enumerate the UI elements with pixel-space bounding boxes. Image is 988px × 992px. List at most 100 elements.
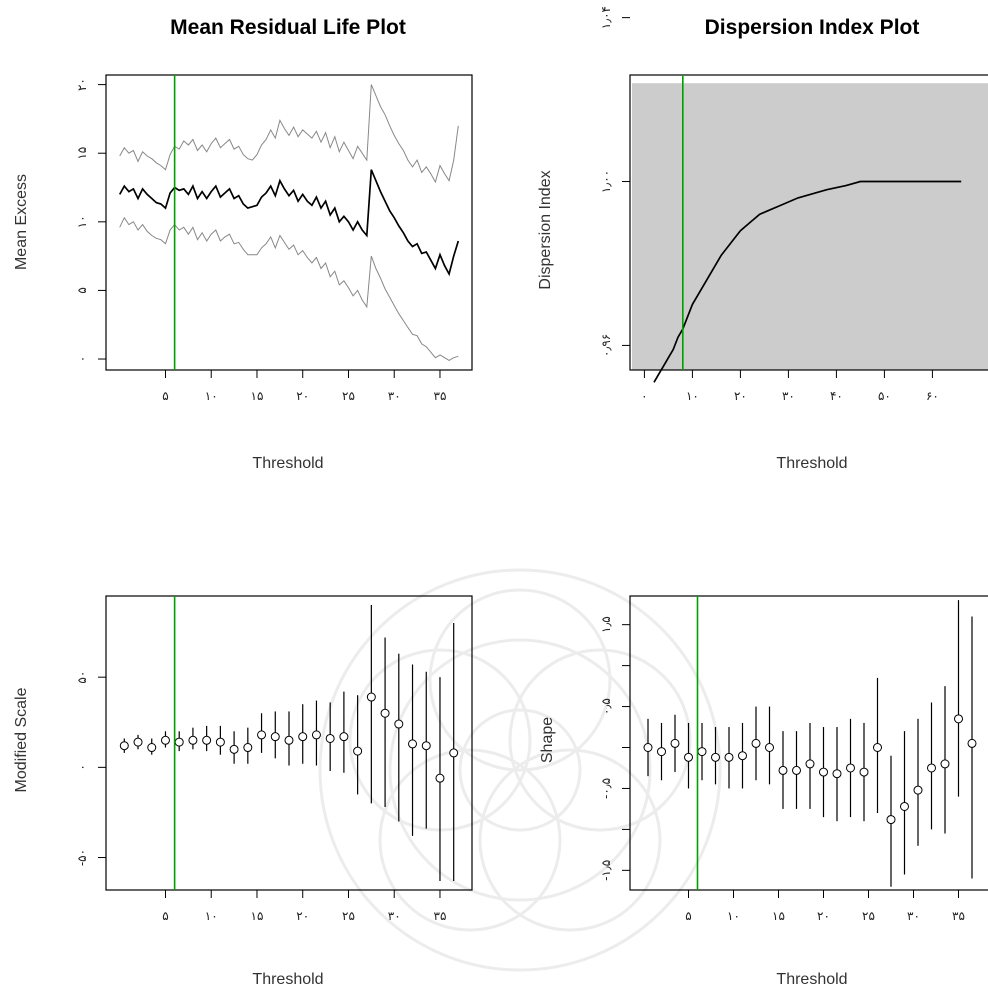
estimate-point — [684, 752, 693, 762]
plot-area: ۵ ۱۰ ۱۵ ۲۰ ۲۵ ۳۰ ۳۵ ۰ ۵ ۱۰ ۱۵ ۲۰ — [75, 74, 473, 403]
estimate-point — [724, 752, 734, 762]
x-tick-label: ۳۵ — [434, 389, 447, 403]
estimate-point — [408, 739, 418, 749]
estimate-point — [366, 692, 376, 702]
x-tick-label: ۶۰ — [926, 389, 939, 403]
estimate-point — [298, 732, 308, 742]
plot-frame — [105, 595, 473, 891]
x-tick-label: ۲۰ — [734, 389, 747, 403]
estimate-point — [913, 785, 923, 795]
plot-frame — [629, 74, 988, 371]
y-tick-label: ۵ — [75, 287, 89, 293]
estimate-point — [202, 735, 212, 745]
y-tick-label: ۱۰ — [75, 215, 89, 228]
estimate-point — [657, 747, 666, 757]
x-tick-label: ۱۵ — [772, 909, 785, 923]
estimate-point — [311, 730, 321, 740]
plot-area: ۵ ۱۰ ۱۵ ۲۰ ۲۵ ۳۰ ۳۵ -۱٫۵ -۰٫۵ ۰٫۵ ۱٫۵ — [599, 595, 988, 923]
x-tick-label: ۲۵ — [342, 909, 355, 923]
chart-title: Dispersion Index Plot — [705, 16, 920, 39]
estimate-point — [873, 743, 882, 753]
estimate-point — [846, 763, 855, 773]
panel-modified-scale: ۵ ۱۰ ۱۵ ۲۰ ۲۵ ۳۰ ۳۵ -۵۰ ۰ ۵۰ Threshold Modified S… — [13, 595, 473, 988]
y-tick-label: ۰٫۵ — [599, 698, 613, 715]
y-axis-label: Dispersion Index — [537, 170, 554, 289]
estimate-point — [421, 741, 431, 751]
x-tick-label: ۵۰ — [878, 389, 891, 403]
x-tick-label: ۱۵ — [251, 389, 264, 403]
y-tick-label: ۰٫۹۶ — [599, 334, 613, 357]
series-line-upper-ci — [119, 84, 459, 184]
x-tick-label: ۵ — [162, 909, 168, 923]
estimate-point — [967, 738, 977, 748]
y-tick-label: -۰٫۵ — [599, 778, 613, 799]
y-tick-label: ۱٫۰۰ — [599, 170, 613, 193]
series-line-lower-ci — [119, 216, 459, 361]
estimate-point — [778, 765, 788, 775]
y-tick-label: ۱۵ — [75, 147, 89, 160]
y-axis-label: Shape — [539, 717, 556, 763]
x-tick-label: ۳۵ — [434, 909, 447, 923]
x-tick-label: ۴۰ — [830, 389, 843, 403]
x-tick-label: ۰ — [641, 389, 647, 403]
estimate-point — [119, 741, 129, 751]
x-tick-label: ۲۰ — [817, 909, 830, 923]
x-axis-label: Threshold — [252, 455, 323, 472]
estimate-point — [751, 738, 761, 748]
y-axis-label: Modified Scale — [13, 687, 30, 792]
x-tick-label: ۳۵ — [952, 909, 965, 923]
series-line-mean-excess — [118, 169, 460, 277]
x-tick-label: ۲۵ — [342, 389, 355, 403]
estimate-point — [284, 735, 294, 745]
y-tick-label: ۰ — [75, 356, 89, 362]
panel-dispersion-index: Dispersion Index Plot ۰ ۱۰ ۲۰ ۳۰ ۴۰ ۵۰ ۶۰ ۰٫۹۶ ۱… — [537, 6, 988, 472]
estimate-point — [900, 801, 909, 811]
estimate-point — [954, 714, 963, 724]
x-tick-label: ۱۰ — [205, 389, 218, 403]
x-tick-label: ۱۰ — [727, 909, 740, 923]
x-tick-label: ۲۰ — [296, 909, 309, 923]
estimate-point — [188, 735, 198, 745]
x-axis-label: Threshold — [776, 455, 847, 472]
y-tick-label: ۱٫۰۴ — [599, 6, 613, 29]
y-axis-label: Mean Excess — [13, 174, 30, 270]
estimate-point — [339, 732, 349, 742]
x-tick-label: ۱۰ — [205, 909, 218, 923]
estimate-point — [940, 759, 950, 769]
estimate-point — [643, 743, 653, 753]
estimate-point — [229, 744, 239, 754]
estimate-point — [832, 769, 842, 779]
estimate-point — [380, 708, 390, 718]
estimate-point — [215, 737, 225, 747]
estimate-point — [711, 752, 720, 762]
plot-frame — [629, 595, 988, 891]
y-tick-label: ۱٫۵ — [599, 616, 613, 633]
estimate-point — [449, 748, 459, 758]
estimate-point — [174, 737, 184, 747]
estimate-point — [886, 815, 896, 825]
estimate-point — [160, 735, 170, 745]
confidence-band — [632, 83, 988, 370]
panel-mean-residual-life: Mean Residual Life Plot ۵ ۱۰ ۱۵ ۲۰ ۲۵ ۳۰ ۳۵ ۰ ۵ ۱… — [13, 16, 473, 472]
x-tick-label: ۳۰ — [907, 909, 920, 923]
estimate-point — [697, 747, 707, 757]
estimate-point — [805, 759, 815, 769]
series-line-dispersion-index — [653, 180, 962, 383]
estimate-point — [765, 743, 774, 753]
y-tick-label: -۵۰ — [75, 849, 89, 866]
y-tick-label: ۰ — [75, 764, 89, 770]
x-tick-label: ۵ — [685, 909, 691, 923]
x-tick-label: ۳۰ — [782, 389, 795, 403]
x-tick-label: ۲۰ — [296, 389, 309, 403]
x-tick-label: ۵ — [162, 389, 168, 403]
plot-frame — [105, 74, 473, 371]
y-tick-label: -۱٫۵ — [599, 860, 613, 881]
chart-title: Mean Residual Life Plot — [170, 16, 406, 39]
estimate-point — [738, 751, 747, 761]
x-tick-label: ۳۰ — [388, 389, 401, 403]
estimate-point — [792, 765, 801, 775]
y-tick-label: ۵۰ — [75, 671, 89, 684]
estimate-point — [257, 730, 267, 740]
estimate-point — [819, 767, 828, 777]
